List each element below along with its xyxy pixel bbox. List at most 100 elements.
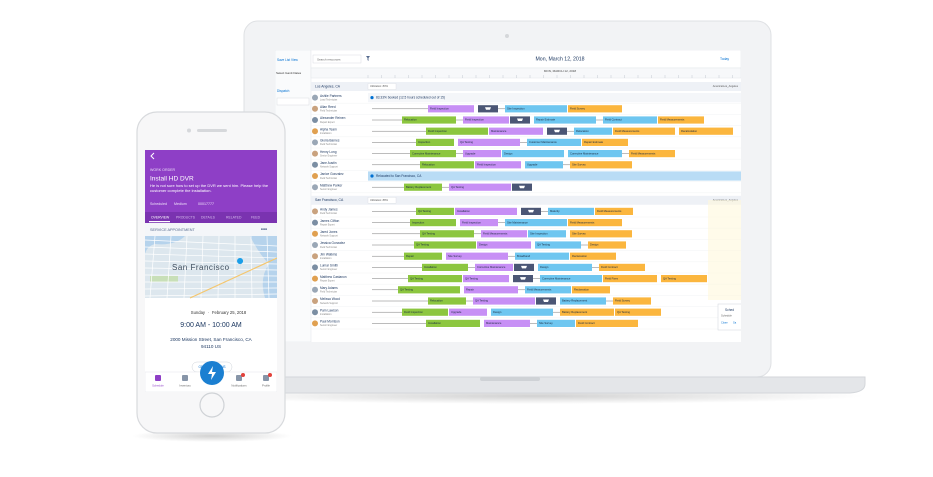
tab: DETAILS (201, 215, 216, 219)
task-bar[interactable] (534, 116, 596, 124)
task-bar[interactable] (416, 138, 454, 146)
task-bar[interactable] (540, 275, 602, 283)
task-bar[interactable] (570, 252, 616, 260)
nav-icon[interactable] (182, 375, 188, 381)
task-bar[interactable] (570, 230, 632, 238)
task-bar[interactable] (525, 161, 563, 169)
task-bar[interactable] (658, 116, 704, 124)
task-bar[interactable] (455, 207, 517, 215)
task-bar[interactable] (629, 150, 675, 158)
task-bar[interactable] (603, 275, 657, 283)
task-bar[interactable] (428, 105, 474, 113)
resource-role: Network Support (320, 302, 338, 305)
nav-icon[interactable] (236, 375, 242, 381)
resource-name: Ashlie Partners (320, 94, 342, 98)
task-bar[interactable] (528, 230, 566, 238)
task-bar[interactable] (410, 150, 456, 158)
task-label: Upgrade (465, 151, 476, 155)
territory-header (311, 82, 741, 91)
task-bar[interactable] (574, 127, 612, 135)
task-bar[interactable] (458, 138, 520, 146)
task-bar[interactable] (568, 105, 622, 113)
task-bar[interactable] (463, 275, 509, 283)
cart-icon (554, 129, 560, 133)
task-bar[interactable] (463, 116, 509, 124)
task-bar[interactable] (489, 127, 543, 135)
task-bar[interactable] (402, 116, 456, 124)
task-bar[interactable] (473, 297, 535, 305)
resource-role: Installation (320, 313, 332, 316)
task-bar[interactable] (525, 286, 571, 294)
task-bar[interactable] (679, 127, 733, 135)
task-bar[interactable] (410, 219, 456, 227)
task-bar[interactable] (477, 241, 531, 249)
record-meta: Medium (174, 202, 187, 206)
task-bar[interactable] (416, 207, 454, 215)
task-bar[interactable] (560, 297, 606, 305)
task-label: Site Survey (539, 321, 553, 325)
nav-icon[interactable] (155, 375, 161, 381)
task-bar[interactable] (420, 161, 474, 169)
task-bar[interactable] (484, 319, 530, 327)
task-bar[interactable] (449, 308, 487, 316)
task-bar[interactable] (426, 319, 480, 327)
task-bar[interactable] (408, 275, 462, 283)
task-bar[interactable] (449, 183, 511, 191)
task-bar[interactable] (582, 138, 628, 146)
task-bar[interactable] (599, 263, 645, 271)
task-bar[interactable] (481, 230, 527, 238)
task-bar[interactable] (414, 241, 476, 249)
task-bar[interactable] (475, 263, 513, 271)
task-bar[interactable] (548, 207, 594, 215)
task-bar[interactable] (615, 308, 661, 316)
task-bar[interactable] (505, 105, 567, 113)
task-bar[interactable] (475, 161, 521, 169)
avatar (312, 275, 318, 282)
task-bar[interactable] (428, 297, 466, 305)
task-bar[interactable] (464, 286, 518, 294)
task-bar[interactable] (463, 150, 501, 158)
task-bar[interactable] (404, 183, 442, 191)
task-bar[interactable] (505, 219, 567, 227)
home-button[interactable] (199, 392, 225, 418)
resource-name: Janice Gonzalez (320, 172, 344, 176)
task-bar[interactable] (572, 286, 610, 294)
task-bar[interactable] (420, 230, 474, 238)
gantt-date: Mon, March 12, 2018 (535, 56, 584, 62)
task-bar[interactable] (398, 286, 460, 294)
task-label: Field Measurements (615, 129, 640, 133)
task-bar[interactable] (422, 263, 468, 271)
task-bar[interactable] (603, 116, 657, 124)
task-bar[interactable] (568, 150, 622, 158)
task-bar[interactable] (661, 275, 707, 283)
task-bar[interactable] (595, 207, 633, 215)
task-bar[interactable] (535, 241, 581, 249)
task-bar[interactable] (538, 263, 592, 271)
task-bar[interactable] (446, 252, 508, 260)
task-bar[interactable] (527, 138, 581, 146)
avatar (312, 264, 318, 271)
task-bar[interactable] (426, 127, 488, 135)
task-bar[interactable] (588, 241, 626, 249)
task-label: QA Testing (617, 310, 630, 314)
task-bar[interactable] (404, 252, 442, 260)
task-bar[interactable] (613, 297, 651, 305)
task-bar[interactable] (576, 319, 638, 327)
task-bar[interactable] (402, 308, 448, 316)
nav-icon[interactable] (263, 375, 269, 381)
task-bar[interactable] (460, 219, 498, 227)
task-bar[interactable] (570, 161, 632, 169)
task-bar[interactable] (560, 308, 614, 316)
cart-icon (520, 277, 526, 280)
avatar (312, 117, 318, 123)
resource-name: Henry Long (320, 150, 337, 154)
banner (368, 171, 741, 181)
task-bar[interactable] (502, 150, 564, 158)
task-bar[interactable] (537, 319, 575, 327)
task-bar[interactable] (515, 252, 569, 260)
task-bar[interactable] (491, 308, 553, 316)
task-bar[interactable] (613, 127, 675, 135)
task-bar[interactable] (568, 219, 622, 227)
task-label: QA Testing (475, 299, 488, 303)
